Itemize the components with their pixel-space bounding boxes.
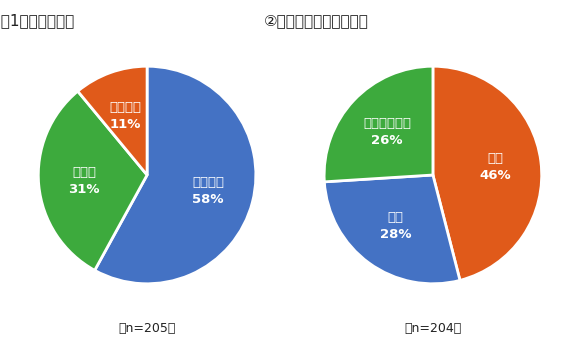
Wedge shape (95, 66, 256, 284)
Wedge shape (433, 66, 542, 280)
Wedge shape (38, 91, 147, 270)
Text: 赤字
46%: 赤字 46% (480, 152, 512, 182)
Text: 横ばい
31%: 横ばい 31% (68, 166, 100, 196)
Text: （n=204）: （n=204） (404, 322, 462, 335)
Text: ①直近1年の売上状況: ①直近1年の売上状況 (0, 13, 75, 28)
Text: （n=205）: （n=205） (118, 322, 176, 335)
Text: 減少傾向
11%: 減少傾向 11% (110, 101, 142, 131)
Text: 増加傾向
58%: 増加傾向 58% (192, 176, 224, 206)
Text: 黒字
28%: 黒字 28% (380, 211, 412, 241)
Wedge shape (324, 175, 460, 284)
Text: ②直近決算期の収益状況: ②直近決算期の収益状況 (264, 13, 369, 28)
Wedge shape (78, 66, 147, 175)
Wedge shape (324, 66, 433, 182)
Text: 収支トントン
26%: 収支トントン 26% (363, 117, 411, 147)
